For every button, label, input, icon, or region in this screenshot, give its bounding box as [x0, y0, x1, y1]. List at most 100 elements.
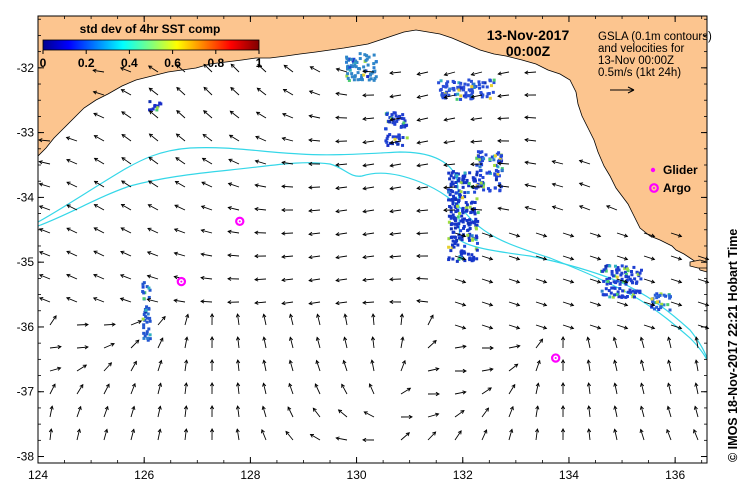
velocity-arrow	[363, 117, 375, 120]
velocity-arrow	[237, 360, 240, 372]
velocity-arrow	[336, 68, 348, 73]
velocity-arrow	[390, 186, 402, 190]
velocity-arrow	[93, 69, 105, 73]
velocity-arrow	[338, 409, 348, 418]
velocity-arrow	[454, 324, 466, 329]
velocity-arrow	[535, 301, 547, 306]
velocity-arrow	[508, 429, 513, 441]
velocity-arrow	[589, 278, 601, 283]
colorbar-title: std dev of 4hr SST comp	[80, 22, 221, 36]
velocity-arrow	[120, 298, 132, 303]
velocity-arrow	[498, 207, 510, 211]
velocity-arrow	[308, 186, 321, 188]
velocity-arrow	[283, 64, 294, 73]
velocity-arrow	[203, 87, 213, 96]
velocity-arrow	[336, 92, 348, 96]
velocity-arrow	[121, 204, 132, 211]
velocity-arrow	[202, 157, 213, 165]
velocity-arrow	[535, 383, 539, 395]
velocity-arrow	[497, 117, 510, 119]
velocity-arrow	[417, 186, 429, 189]
y-tick-label: -33	[17, 126, 35, 140]
velocity-arrow	[94, 157, 105, 165]
velocity-arrow	[416, 277, 429, 280]
colorbar-tick-label: 0.6	[164, 56, 181, 70]
velocity-arrow	[263, 337, 267, 349]
velocity-arrow	[400, 387, 411, 395]
velocity-arrow	[228, 158, 240, 165]
velocity-arrow	[237, 406, 240, 418]
y-tick-label: -34	[17, 190, 35, 204]
velocity-arrow	[310, 434, 321, 441]
argo-floats	[176, 216, 561, 363]
velocity-arrow	[316, 360, 321, 372]
velocity-arrow	[121, 89, 132, 96]
velocity-arrow	[427, 431, 436, 441]
velocity-arrow	[535, 406, 539, 418]
velocity-arrow	[535, 429, 538, 441]
velocity-arrow	[508, 406, 514, 418]
velocity-arrow	[66, 250, 78, 257]
velocity-arrow	[130, 320, 142, 326]
velocity-arrow	[76, 346, 88, 349]
velocity-arrow	[417, 117, 429, 121]
velocity-arrow	[363, 209, 375, 213]
velocity-arrow	[362, 70, 375, 73]
velocity-arrow	[282, 255, 294, 258]
velocity-arrow	[417, 300, 429, 303]
velocity-arrow	[535, 255, 547, 260]
velocity-arrow	[202, 134, 213, 142]
velocity-arrow	[309, 278, 321, 282]
velocity-arrow	[201, 181, 213, 188]
velocity-arrow	[39, 183, 51, 188]
x-tick-label: 124	[28, 468, 48, 482]
velocity-arrow	[508, 345, 520, 349]
velocity-arrow	[606, 205, 618, 211]
velocity-arrow	[66, 274, 78, 280]
velocity-arrow	[640, 429, 645, 441]
velocity-arrow	[525, 139, 537, 142]
marker-legend: Glider Argo	[649, 163, 698, 195]
velocity-arrow	[372, 337, 375, 349]
velocity-arrow	[49, 315, 57, 326]
velocity-arrow	[93, 113, 105, 119]
velocity-arrow	[588, 406, 591, 418]
velocity-arrow	[614, 383, 618, 395]
velocity-arrow	[184, 429, 187, 441]
velocity-arrow	[535, 360, 541, 372]
velocity-arrow	[174, 299, 186, 303]
velocity-arrow	[103, 362, 112, 372]
velocity-arrow	[309, 232, 321, 235]
velocity-arrow	[444, 163, 456, 166]
velocity-arrow	[49, 383, 56, 395]
velocity-arrow	[535, 338, 543, 349]
velocity-arrow	[93, 274, 105, 280]
velocity-arrow	[176, 110, 186, 119]
velocity-arrow	[149, 87, 159, 96]
velocity-arrow	[201, 277, 213, 280]
velocity-arrow	[237, 337, 240, 349]
x-tick-label: 132	[453, 468, 473, 482]
velocity-arrow	[498, 71, 510, 75]
velocity-arrow	[481, 387, 492, 395]
velocity-arrow	[285, 431, 294, 441]
velocity-arrow	[336, 209, 348, 213]
velocity-arrow	[444, 94, 456, 99]
velocity-arrow	[497, 162, 510, 165]
velocity-arrow	[282, 161, 294, 165]
velocity-arrow	[230, 110, 240, 119]
velocity-arrow	[228, 230, 240, 234]
x-tick-label: 126	[134, 468, 154, 482]
velocity-arrow	[667, 406, 672, 418]
velocity-arrow	[417, 163, 429, 167]
y-tick-label: -37	[17, 385, 35, 399]
argo-float-marker	[235, 216, 245, 227]
velocity-arrow	[255, 160, 267, 165]
velocity-arrow	[363, 186, 375, 190]
velocity-arrow	[76, 364, 87, 372]
velocity-arrow	[417, 94, 429, 98]
velocity-arrow	[362, 301, 375, 304]
velocity-arrow	[390, 163, 402, 167]
velocity-arrow	[228, 183, 240, 188]
velocity-arrow	[147, 251, 159, 257]
